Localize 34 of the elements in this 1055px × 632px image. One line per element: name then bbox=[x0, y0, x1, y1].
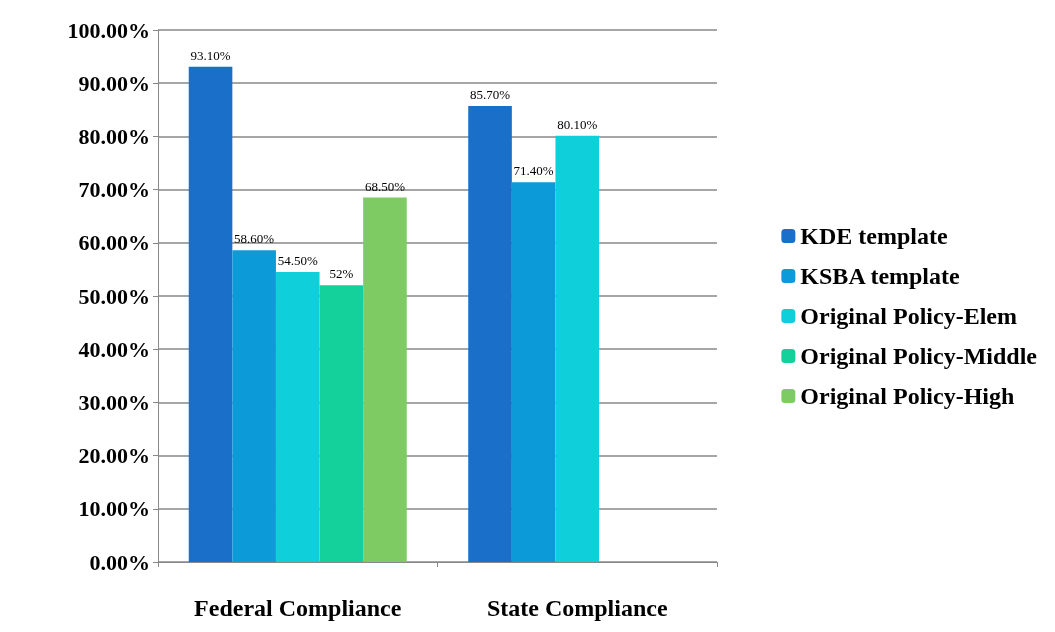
y-tick-label: 40.00% bbox=[78, 336, 150, 362]
data-label: 52% bbox=[329, 266, 354, 282]
bar bbox=[511, 182, 556, 562]
y-tick-label: 90.00% bbox=[78, 70, 150, 96]
y-tick-label: 0.00% bbox=[89, 549, 150, 575]
bar bbox=[468, 106, 512, 562]
data-label: 71.40% bbox=[513, 163, 554, 179]
legend-label: Original Policy-Middle bbox=[800, 343, 1038, 369]
bar bbox=[188, 66, 233, 562]
bar bbox=[275, 272, 320, 562]
bar bbox=[232, 250, 276, 562]
x-tick-label: Federal Compliance bbox=[194, 595, 402, 621]
legend-label: Original Policy-Elem bbox=[800, 303, 1017, 329]
y-tick-label: 30.00% bbox=[78, 389, 150, 415]
bar bbox=[363, 197, 407, 562]
data-label: 93.10% bbox=[190, 47, 231, 63]
data-label: 58.60% bbox=[234, 231, 275, 247]
data-label: 68.50% bbox=[364, 178, 406, 194]
x-tick-label: State Compliance bbox=[486, 595, 668, 621]
legend-label: Original Policy-High bbox=[800, 383, 1015, 409]
bar bbox=[555, 135, 600, 562]
y-tick-label: 10.00% bbox=[78, 496, 150, 522]
legend-label: KSBA template bbox=[800, 263, 961, 289]
legend-label: KDE template bbox=[800, 223, 948, 249]
y-tick-label: 60.00% bbox=[78, 230, 150, 256]
y-tick-label: 50.00% bbox=[78, 283, 150, 309]
data-label: 80.10% bbox=[557, 116, 598, 132]
y-tick-label: 70.00% bbox=[78, 177, 150, 203]
y-tick-label: 100.00% bbox=[67, 17, 150, 43]
y-tick-label: 20.00% bbox=[78, 443, 150, 469]
y-tick-label: 80.00% bbox=[78, 123, 150, 149]
bar bbox=[319, 285, 364, 562]
data-label: 85.70% bbox=[470, 87, 511, 103]
data-label: 54.50% bbox=[277, 253, 318, 269]
